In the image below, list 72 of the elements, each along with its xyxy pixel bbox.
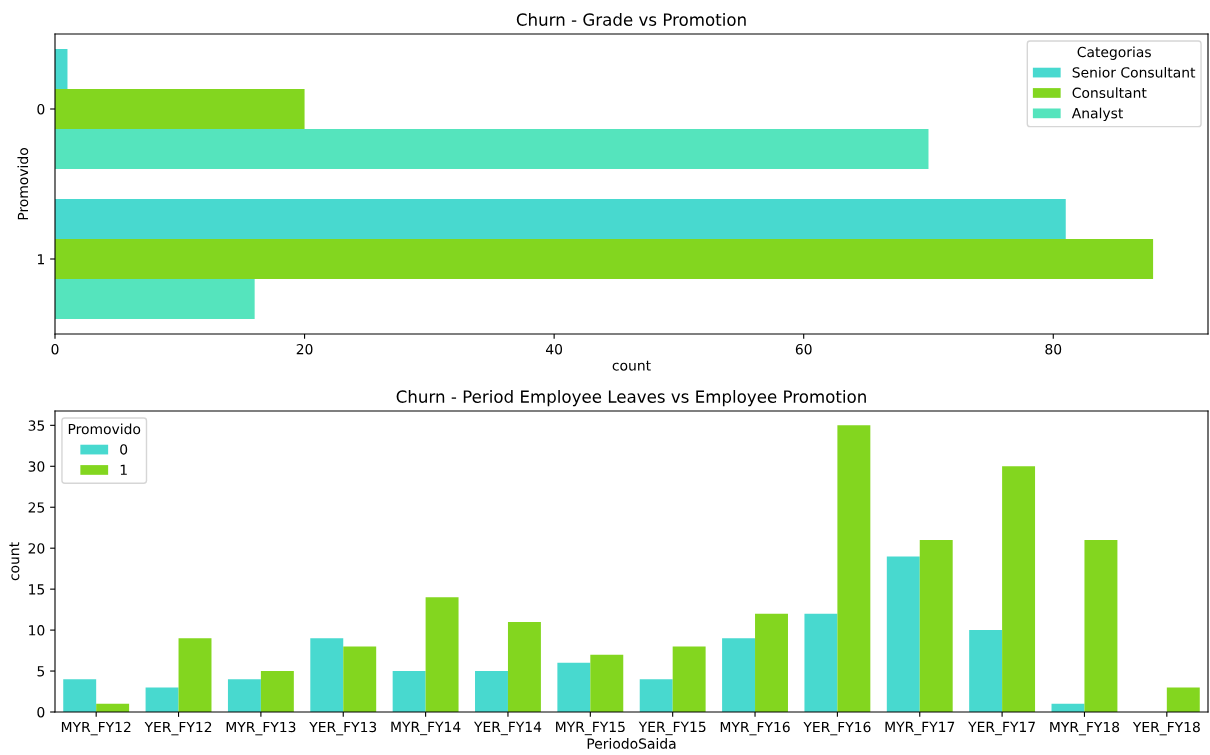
x-tick-label: YER_FY16	[803, 721, 871, 736]
bar	[145, 687, 179, 712]
y-tick-label: 35	[28, 420, 45, 431]
y-tick-label: 25	[28, 502, 45, 513]
x-tick-label: MYR_FY13	[226, 721, 296, 736]
bar	[1084, 540, 1118, 712]
y-axis-title: Promovido	[17, 148, 29, 220]
bar	[1002, 466, 1036, 712]
bar	[425, 597, 459, 712]
x-axis-title: count	[612, 360, 651, 371]
x-tick-label: 0	[51, 343, 59, 355]
x-tick-label: 60	[795, 343, 812, 355]
x-tick-label: MYR_FY17	[885, 721, 955, 736]
x-tick-label: YER_FY15	[638, 721, 706, 736]
x-tick-label: YER_FY14	[473, 721, 542, 736]
bar	[672, 646, 706, 712]
x-tick-label: MYR_FY16	[720, 721, 790, 736]
bar	[755, 613, 788, 712]
bar	[557, 662, 591, 712]
y-tick-label: 1	[37, 254, 44, 265]
legend-title: Promovido	[68, 423, 141, 435]
bar	[55, 199, 1066, 239]
y-tick-label: 0	[37, 103, 45, 115]
y-tick-label: 0	[37, 706, 45, 718]
x-tick-label: YER_FY18	[1132, 721, 1200, 736]
x-tick-label: 80	[1045, 343, 1062, 355]
bar	[969, 630, 1003, 712]
legend-label: Senior Consultant	[1072, 66, 1196, 78]
bar	[507, 621, 541, 712]
bar	[55, 279, 255, 319]
bar	[639, 679, 673, 712]
x-tick-label: 40	[545, 343, 563, 355]
bar	[343, 646, 377, 712]
x-tick-label: MYR_FY14	[391, 721, 461, 736]
bar	[475, 671, 508, 712]
y-tick-label: 30	[28, 461, 45, 472]
bar	[590, 654, 624, 712]
bar	[260, 671, 294, 712]
bar	[392, 671, 426, 712]
bar	[919, 540, 953, 712]
x-tick-label: YER_FY12	[144, 721, 212, 736]
bar	[227, 679, 261, 712]
y-axis-title: count	[9, 542, 20, 581]
x-tick-label: 20	[296, 343, 313, 355]
bar	[55, 239, 1154, 279]
legend-label: Consultant	[1072, 87, 1147, 99]
y-tick-label: 10	[29, 625, 45, 636]
bar	[804, 613, 838, 712]
bar	[722, 638, 756, 712]
bar	[310, 638, 344, 712]
bar	[886, 556, 920, 712]
bar	[1166, 687, 1200, 712]
bar	[63, 679, 97, 712]
y-tick-label: 20	[28, 543, 45, 554]
legend-title: Categorias	[1077, 46, 1151, 60]
bar	[178, 638, 212, 712]
x-tick-label: YER_FY17	[968, 721, 1035, 736]
legend-label: 1	[120, 464, 127, 475]
bar	[837, 425, 871, 712]
x-tick-label: MYR_FY18	[1050, 721, 1120, 736]
x-tick-label: MYR_FY15	[556, 721, 625, 736]
y-tick-label: 5	[37, 666, 45, 677]
bar	[55, 129, 929, 169]
x-axis-title: PeriodoSaida	[587, 738, 676, 749]
x-tick-label: MYR_FY12	[61, 721, 131, 736]
legend-label: 0	[120, 444, 128, 455]
x-tick-label: YER_FY13	[309, 721, 377, 736]
y-tick-label: 15	[29, 584, 45, 595]
chart-title: Churn - Grade vs Promotion	[516, 13, 746, 26]
legend-label: Analyst	[1071, 107, 1123, 122]
chart-title: Churn - Period Employee Leaves vs Employee Promotion	[396, 390, 866, 407]
bar	[55, 89, 305, 129]
